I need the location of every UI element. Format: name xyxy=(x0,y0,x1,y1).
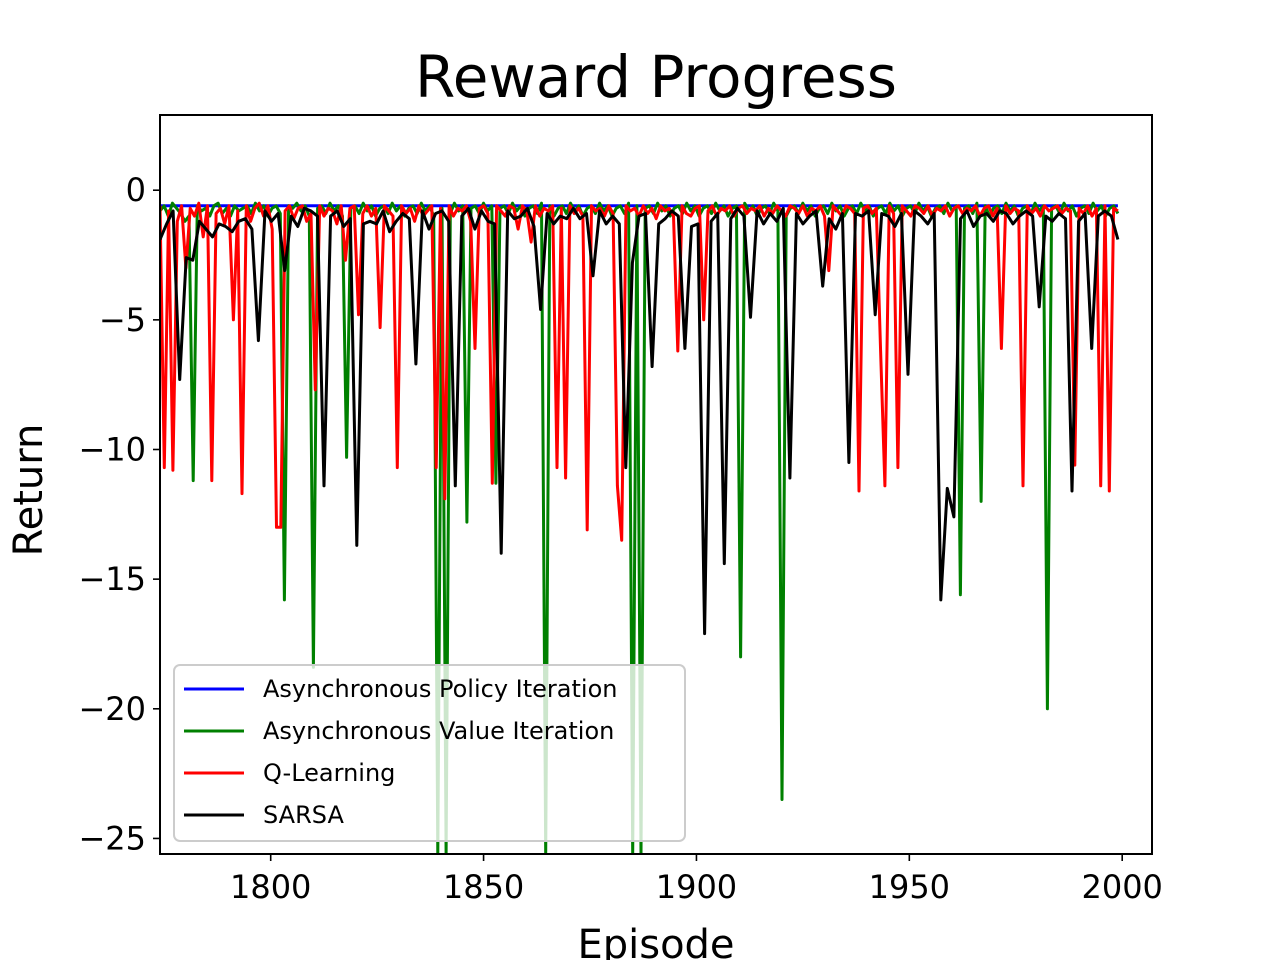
x-tick-label: 1800 xyxy=(230,868,311,906)
y-axis-label: Return xyxy=(6,424,52,557)
series-layer xyxy=(160,201,1120,854)
plot-frame xyxy=(159,114,1153,855)
x-axis-label: Episode xyxy=(577,922,734,960)
y-tick-label: −5 xyxy=(99,301,146,339)
x-tick-label: 1850 xyxy=(443,868,524,906)
chart-title: Reward Progress xyxy=(415,43,897,111)
y-tick-label: −20 xyxy=(78,690,146,728)
series-line-sarsa xyxy=(160,206,1120,636)
y-tick-label: 0 xyxy=(126,171,146,209)
legend-label: Asynchronous Value Iteration xyxy=(263,717,614,745)
y-tick-label: −25 xyxy=(78,819,146,857)
legend-frame xyxy=(173,664,686,842)
y-tick-label: −10 xyxy=(78,430,146,468)
x-axis: 1800 1850 1900 1950 2000 xyxy=(230,854,1163,906)
y-axis: 0 −5 −10 −15 −20 −25 xyxy=(78,171,160,857)
legend: Asynchronous Policy Iteration Asynchronou… xyxy=(173,664,686,842)
legend-label: Q-Learning xyxy=(263,759,395,787)
x-tick-label: 2000 xyxy=(1081,868,1162,906)
x-tick-label: 1900 xyxy=(656,868,737,906)
x-tick-label: 1950 xyxy=(869,868,950,906)
legend-label: SARSA xyxy=(263,801,344,829)
legend-label: Asynchronous Policy Iteration xyxy=(263,675,617,703)
y-tick-label: −15 xyxy=(78,560,146,598)
